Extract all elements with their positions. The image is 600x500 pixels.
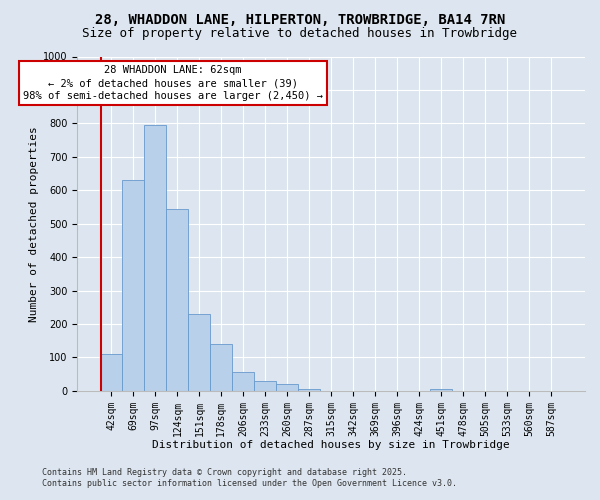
Bar xyxy=(298,389,320,391)
Bar xyxy=(276,384,298,391)
Bar xyxy=(232,372,254,391)
Text: Size of property relative to detached houses in Trowbridge: Size of property relative to detached ho… xyxy=(83,28,517,40)
Text: 28, WHADDON LANE, HILPERTON, TROWBRIDGE, BA14 7RN: 28, WHADDON LANE, HILPERTON, TROWBRIDGE,… xyxy=(95,12,505,26)
Bar xyxy=(166,208,188,391)
Bar xyxy=(211,344,232,391)
Y-axis label: Number of detached properties: Number of detached properties xyxy=(29,126,39,322)
Bar xyxy=(188,314,211,391)
Bar xyxy=(122,180,145,391)
Bar xyxy=(430,389,452,391)
Text: 28 WHADDON LANE: 62sqm
← 2% of detached houses are smaller (39)
98% of semi-deta: 28 WHADDON LANE: 62sqm ← 2% of detached … xyxy=(23,65,323,102)
Bar xyxy=(254,381,276,391)
Text: Contains HM Land Registry data © Crown copyright and database right 2025.
Contai: Contains HM Land Registry data © Crown c… xyxy=(42,468,457,487)
Bar xyxy=(101,354,122,391)
X-axis label: Distribution of detached houses by size in Trowbridge: Distribution of detached houses by size … xyxy=(152,440,510,450)
Bar xyxy=(145,125,166,391)
